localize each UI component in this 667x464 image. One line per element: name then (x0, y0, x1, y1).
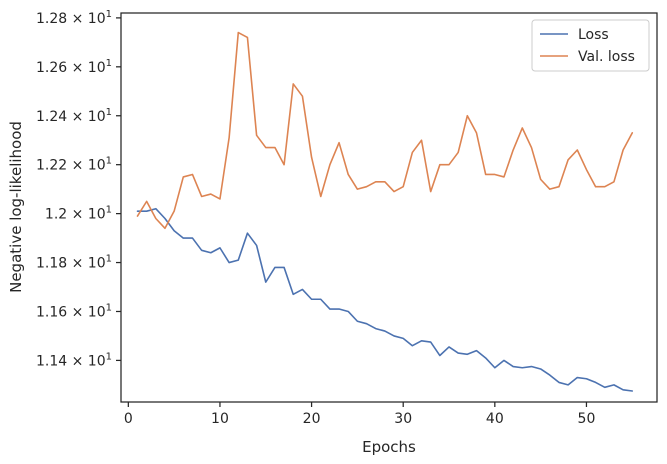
x-tick-label: 0 (124, 411, 133, 427)
x-tick-label: 50 (578, 411, 596, 427)
y-tick-label: 1.14 × 101 (36, 351, 112, 369)
y-tick-label: 1.16 × 101 (36, 302, 112, 320)
legend-label: Val. loss (578, 49, 635, 65)
y-tick-label: 1.28 × 101 (36, 9, 112, 27)
y-tick-label: 1.24 × 101 (36, 107, 112, 125)
x-axis-label: Epochs (362, 438, 416, 456)
y-tick-label: 1.18 × 101 (36, 254, 112, 272)
y-tick-label: 1.2 × 101 (45, 205, 112, 223)
legend: Loss Val. loss (531, 19, 650, 72)
x-tick-label: 20 (303, 411, 321, 427)
legend-label: Loss (578, 27, 609, 43)
y-tick-label: 1.22 × 101 (36, 156, 112, 174)
y-tick-label: 1.26 × 101 (36, 58, 112, 76)
y-axis-label: Negative log-likelihood (7, 121, 25, 293)
legend-box (531, 19, 650, 72)
x-tick-label: 40 (486, 411, 504, 427)
plot-area (120, 12, 658, 403)
series-lines (136, 31, 634, 392)
x-tick-label: 30 (394, 411, 412, 427)
x-tick-label: 10 (211, 411, 229, 427)
axis-ticks: 0 10 20 30 40 50 1.14 × 101 1.16 × 101 1.18 × 10… (36, 9, 595, 427)
series-line-val-loss (136, 31, 634, 230)
series-line-loss (136, 207, 634, 392)
